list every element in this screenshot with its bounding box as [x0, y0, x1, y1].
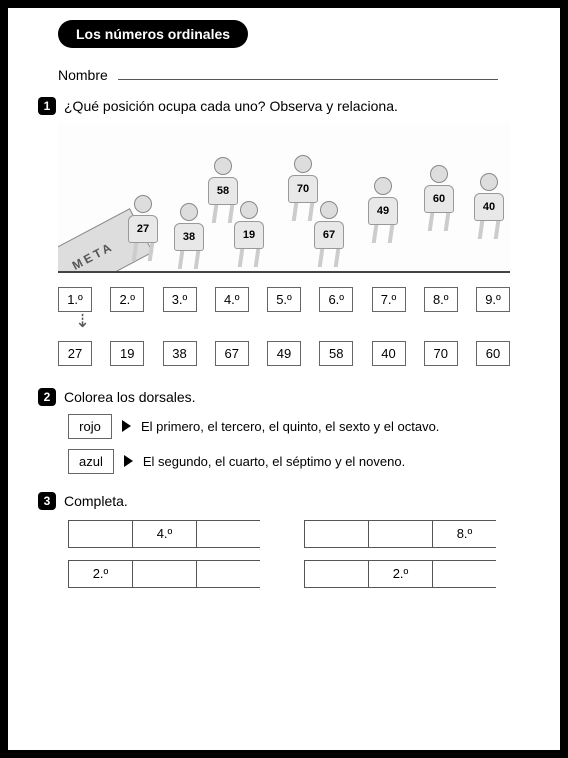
sequence-arrow[interactable]: 4.º [68, 520, 274, 548]
sequence-arrow[interactable]: 2.º [304, 560, 510, 588]
runner-legs [478, 221, 501, 239]
runner: 19 [226, 201, 272, 267]
runner-head [214, 157, 232, 175]
triangle-icon [124, 455, 133, 467]
ordinals-row: 1.º 2.º 3.º 4.º 5.º 6.º 7.º 8.º 9.º [58, 287, 510, 312]
question-1-row: 1 ¿Qué posición ocupa cada uno? Observa … [38, 97, 540, 115]
runner-bib: 49 [368, 197, 398, 225]
q3-text: Completa. [64, 492, 128, 509]
runner-head [180, 203, 198, 221]
q2-number: 2 [38, 388, 56, 406]
runner-legs [178, 251, 201, 269]
name-label: Nombre [58, 67, 108, 83]
runner-head [430, 165, 448, 183]
answer-box[interactable]: 27 [58, 341, 92, 366]
q3-number: 3 [38, 492, 56, 510]
sequence-arrow[interactable]: 8.º [304, 520, 510, 548]
color-description: El segundo, el cuarto, el séptimo y el n… [143, 454, 405, 469]
ordinal-box[interactable]: 6.º [319, 287, 353, 312]
arrow-head-icon [260, 560, 274, 588]
ordinal-box[interactable]: 4.º [215, 287, 249, 312]
runner-bib: 67 [314, 221, 344, 249]
runner-head [320, 201, 338, 219]
q1-text: ¿Qué posición ocupa cada uno? Observa y … [64, 97, 398, 114]
ordinal-box[interactable]: 2.º [110, 287, 144, 312]
runner-head [134, 195, 152, 213]
ordinal-box[interactable]: 7.º [372, 287, 406, 312]
color-instruction-row: azul El segundo, el cuarto, el séptimo y … [68, 449, 540, 474]
answers-row: 27 19 38 67 49 58 40 70 60 [58, 341, 510, 366]
runner-bib: 60 [424, 185, 454, 213]
runner-legs [318, 249, 341, 267]
answer-box[interactable]: 70 [424, 341, 458, 366]
runner-legs [428, 213, 451, 231]
q1-number: 1 [38, 97, 56, 115]
ordinal-box[interactable]: 3.º [163, 287, 197, 312]
runner-bib: 40 [474, 193, 504, 221]
runner-bib: 19 [234, 221, 264, 249]
answer-box[interactable]: 58 [319, 341, 353, 366]
runner: 40 [466, 173, 510, 239]
question-2-row: 2 Colorea los dorsales. [38, 388, 540, 406]
runner-bib: 38 [174, 223, 204, 251]
name-input-line[interactable] [118, 66, 498, 80]
answer-box[interactable]: 19 [110, 341, 144, 366]
answer-box[interactable]: 67 [215, 341, 249, 366]
answer-box[interactable]: 49 [267, 341, 301, 366]
answer-box[interactable]: 38 [163, 341, 197, 366]
header-title: Los números ordinales [58, 20, 248, 48]
runner: 49 [360, 177, 406, 243]
runner: 27 [120, 195, 166, 261]
arrows-grid: 4.º8.º2.º2.º [68, 520, 510, 588]
runner-head [374, 177, 392, 195]
runner-legs [238, 249, 261, 267]
ordinal-box[interactable]: 8.º [424, 287, 458, 312]
ordinal-box[interactable]: 1.º [58, 287, 92, 312]
ordinal-box[interactable]: 5.º [267, 287, 301, 312]
arrow-cell[interactable] [304, 520, 368, 548]
runner: 67 [306, 201, 352, 267]
runners-illustration: META 273858197067496040 [58, 123, 510, 273]
arrow-cell[interactable] [68, 520, 132, 548]
arrow-cell[interactable] [196, 520, 260, 548]
arrow-cell[interactable]: 4.º [132, 520, 196, 548]
arrow-cell[interactable] [304, 560, 368, 588]
arrow-cell[interactable]: 8.º [432, 520, 496, 548]
name-row: Nombre [58, 66, 540, 83]
runner-head [480, 173, 498, 191]
color-label-box: rojo [68, 414, 112, 439]
color-label-box: azul [68, 449, 114, 474]
color-description: El primero, el tercero, el quinto, el se… [141, 419, 439, 434]
runner-bib: 70 [288, 175, 318, 203]
arrow-head-icon [496, 560, 510, 588]
arrow-head-icon [496, 520, 510, 548]
runner-legs [132, 243, 155, 261]
runner-bib: 27 [128, 215, 158, 243]
runner: 60 [416, 165, 462, 231]
answer-box[interactable]: 40 [372, 341, 406, 366]
arrow-cell[interactable] [368, 520, 432, 548]
arrow-cell[interactable]: 2.º [68, 560, 132, 588]
color-instruction-row: rojo El primero, el tercero, el quinto, e… [68, 414, 540, 439]
question-3-row: 3 Completa. [38, 492, 540, 510]
runner-legs [372, 225, 395, 243]
match-arrow-icon: ⇣ [75, 316, 540, 327]
arrow-cell[interactable] [132, 560, 196, 588]
answer-box[interactable]: 60 [476, 341, 510, 366]
ordinal-box[interactable]: 9.º [476, 287, 510, 312]
question-3-section: 3 Completa. 4.º8.º2.º2.º [28, 492, 540, 588]
q2-text: Colorea los dorsales. [64, 388, 196, 405]
runner-head [294, 155, 312, 173]
arrow-head-icon [260, 520, 274, 548]
arrow-cell[interactable] [196, 560, 260, 588]
question-2-section: 2 Colorea los dorsales. rojo El primero, … [28, 388, 540, 474]
arrow-cell[interactable] [432, 560, 496, 588]
worksheet-page: Los números ordinales Nombre 1 ¿Qué posi… [0, 0, 568, 758]
sequence-arrow[interactable]: 2.º [68, 560, 274, 588]
runner-head [240, 201, 258, 219]
arrow-cell[interactable]: 2.º [368, 560, 432, 588]
triangle-icon [122, 420, 131, 432]
